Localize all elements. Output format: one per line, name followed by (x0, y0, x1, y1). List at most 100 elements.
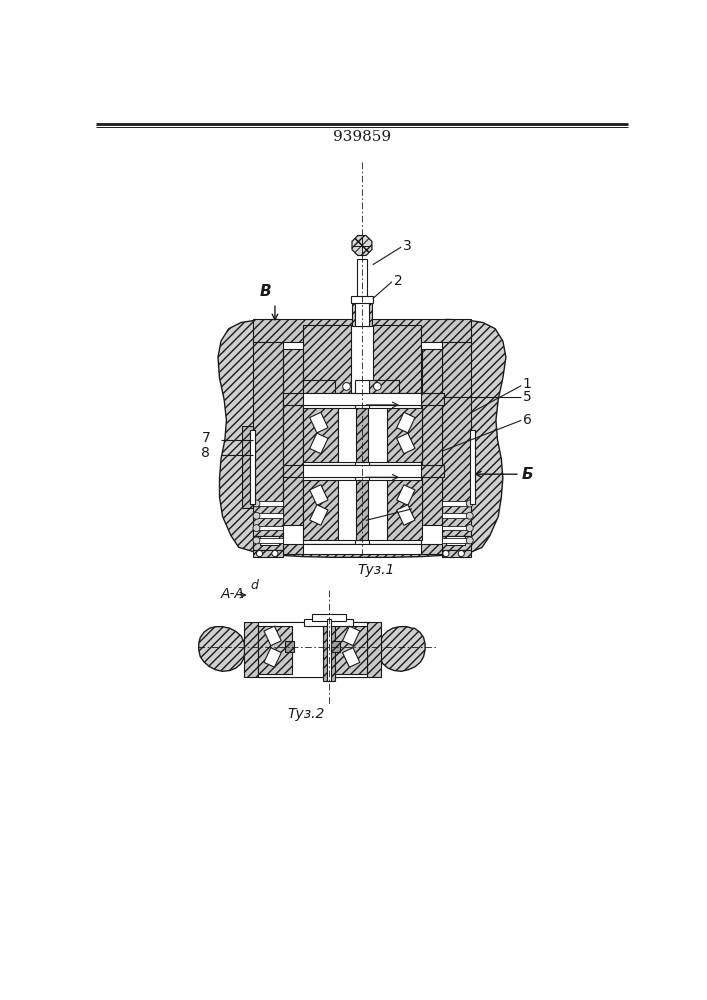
Polygon shape (342, 648, 360, 667)
Bar (253, 319, 472, 342)
Bar (442, 536, 472, 550)
Text: A-A: A-A (221, 587, 245, 601)
Polygon shape (397, 433, 415, 454)
Bar (304, 619, 354, 626)
Bar (283, 465, 444, 477)
Text: d: d (250, 579, 258, 592)
Bar (253, 339, 283, 536)
Bar (283, 393, 444, 405)
Bar (422, 349, 442, 525)
Bar (442, 538, 469, 543)
Text: 7: 7 (201, 431, 210, 445)
Bar (303, 325, 421, 393)
Bar (338, 480, 387, 540)
Bar (255, 538, 283, 543)
Polygon shape (379, 627, 425, 671)
Polygon shape (264, 648, 281, 667)
Bar (244, 622, 381, 677)
Bar (442, 550, 472, 557)
Bar (250, 430, 255, 504)
Bar (356, 480, 368, 540)
Bar (442, 526, 469, 530)
Bar (255, 501, 283, 506)
Bar (338, 408, 387, 462)
Text: 6: 6 (523, 413, 532, 427)
Polygon shape (310, 433, 328, 454)
Circle shape (253, 512, 260, 519)
Bar (331, 641, 340, 652)
Polygon shape (342, 626, 360, 646)
Text: 2: 2 (394, 274, 402, 288)
Circle shape (467, 525, 473, 532)
Bar (303, 408, 338, 462)
Polygon shape (397, 505, 415, 525)
Text: B: B (260, 284, 271, 299)
Text: 939859: 939859 (333, 130, 391, 144)
Bar (442, 513, 469, 518)
Bar (255, 526, 283, 530)
Circle shape (272, 550, 278, 557)
Bar (258, 626, 292, 674)
Bar (356, 408, 368, 462)
Circle shape (373, 383, 381, 390)
Circle shape (467, 512, 473, 519)
Polygon shape (352, 236, 372, 255)
Text: Τуз.1: Τуз.1 (357, 563, 395, 577)
Circle shape (458, 550, 464, 557)
Circle shape (257, 550, 262, 557)
Bar (283, 544, 444, 554)
Polygon shape (264, 626, 281, 646)
Bar (446, 536, 465, 545)
Bar (303, 405, 421, 465)
Text: Б: Б (521, 467, 533, 482)
Bar (442, 339, 472, 536)
Text: 5: 5 (523, 390, 532, 404)
Polygon shape (218, 319, 506, 557)
Bar (303, 465, 421, 477)
Bar (255, 513, 283, 518)
Bar (312, 614, 346, 621)
Bar (352, 393, 372, 543)
Bar (387, 408, 422, 462)
Bar (303, 480, 338, 540)
Bar (258, 622, 368, 677)
Text: 4: 4 (414, 501, 422, 515)
Bar (250, 430, 255, 504)
Bar (253, 536, 283, 550)
Text: 3: 3 (403, 239, 411, 253)
Bar (334, 626, 368, 674)
Circle shape (467, 500, 473, 507)
Circle shape (253, 537, 260, 544)
Bar (352, 301, 372, 326)
Bar (303, 380, 335, 393)
Bar (356, 259, 368, 301)
Bar (327, 619, 331, 681)
Bar (442, 501, 469, 506)
Bar (351, 325, 373, 393)
Bar (303, 393, 421, 405)
Bar (366, 380, 399, 393)
Circle shape (443, 550, 449, 557)
Bar (322, 619, 335, 681)
Polygon shape (310, 412, 328, 433)
Text: 1: 1 (523, 377, 532, 391)
Bar (242, 426, 253, 508)
Polygon shape (199, 627, 245, 671)
Bar (387, 480, 422, 540)
Bar (469, 430, 475, 504)
Circle shape (467, 537, 473, 544)
Circle shape (253, 525, 260, 532)
Polygon shape (310, 485, 328, 505)
Bar (283, 349, 303, 525)
Polygon shape (397, 412, 415, 433)
Circle shape (253, 500, 260, 507)
Bar (355, 301, 369, 326)
Bar (259, 536, 279, 545)
Text: 8: 8 (201, 446, 210, 460)
Bar (303, 544, 421, 554)
Polygon shape (253, 316, 471, 552)
Bar (351, 296, 373, 303)
Bar (355, 393, 369, 543)
Text: A: A (404, 398, 412, 411)
Polygon shape (310, 505, 328, 525)
